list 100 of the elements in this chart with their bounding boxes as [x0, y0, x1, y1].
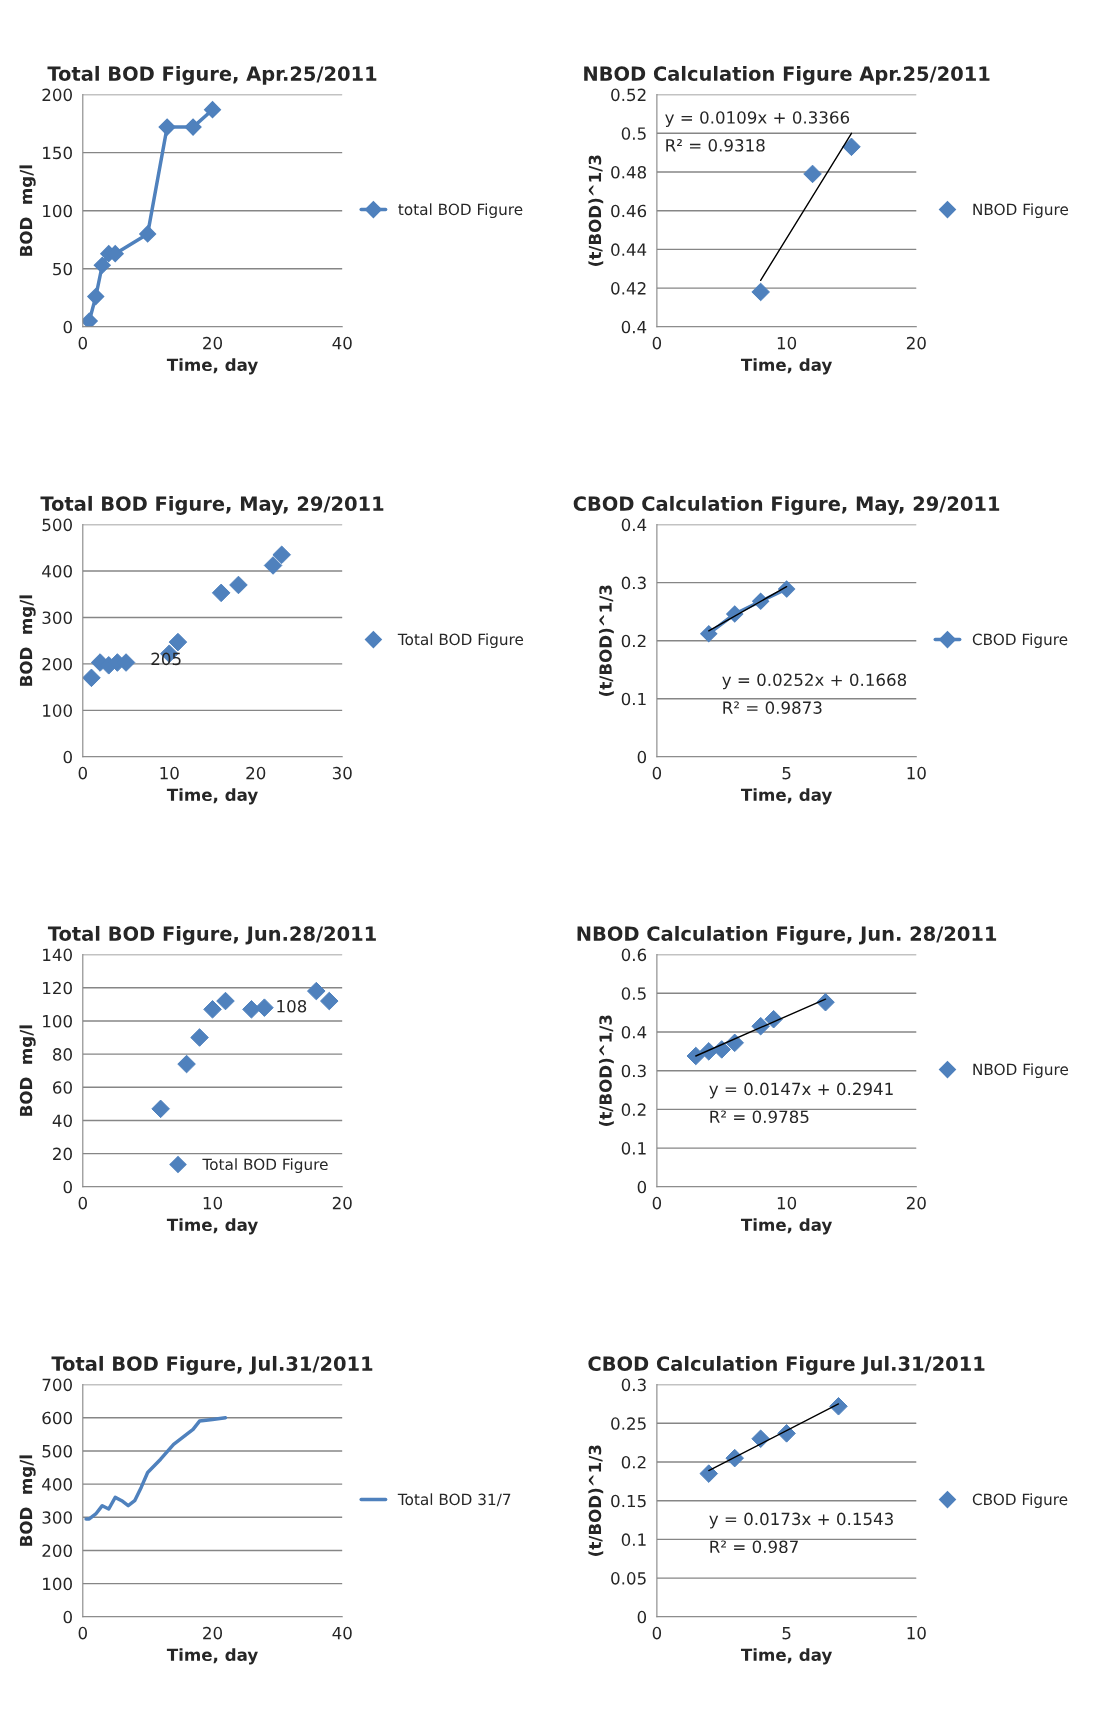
x-tick-label: 30 [332, 766, 352, 780]
x-tick-label: 10 [907, 1626, 926, 1640]
y-tick-label: 0.4 [621, 1025, 647, 1039]
annotation: y = 0.0252x + 0.1668 [722, 673, 907, 690]
y-tick-label: 200 [42, 657, 72, 671]
y-tick-label: 0 [63, 1180, 72, 1194]
y-tick-label: 100 [43, 204, 72, 218]
x-tick-label: 0 [652, 766, 662, 780]
x-axis-title: Time, day [740, 358, 832, 375]
line-series [84, 1416, 228, 1521]
point [177, 1054, 196, 1074]
x-tick-label: 10 [160, 766, 179, 780]
chart-title: CBOD Calculation Figure Jul.31/2011 [588, 1355, 985, 1375]
y-tick-label: 300 [42, 611, 72, 625]
x-tick-label: 10 [777, 1196, 797, 1210]
x-tick-label: 0 [78, 336, 87, 350]
annotation: R² = 0.9785 [710, 1110, 809, 1124]
point [82, 312, 98, 327]
y-tick-label: 500 [42, 518, 72, 532]
x-tick-label: 5 [782, 767, 791, 780]
legend-label: Total BOD 31/7 [397, 1493, 511, 1507]
y-tick-label: 0.2 [621, 1455, 646, 1469]
y-tick-label: 0.46 [611, 204, 647, 218]
point [184, 118, 202, 136]
x-axis-title: Time, day [740, 1218, 832, 1235]
y-tick-label: 0 [637, 1610, 647, 1624]
annotation: R² = 0.9873 [723, 701, 822, 714]
y-tick-label: 0 [63, 1610, 72, 1624]
x-tick-label: 20 [246, 766, 266, 780]
chart-title: Total BOD Figure, Apr.25/2011 [47, 65, 377, 85]
point [216, 991, 235, 1011]
y-axis-title: BOD mg/l [19, 1455, 36, 1546]
point [139, 225, 157, 243]
y-tick-label: 300 [42, 1511, 72, 1524]
y-tick-label: 0.4 [621, 320, 647, 334]
y-tick-label: 150 [43, 146, 72, 160]
data-label: 108 [277, 999, 307, 1013]
y-tick-label: 0.3 [621, 576, 646, 590]
y-tick-label: 0.2 [621, 634, 646, 648]
point [803, 164, 822, 184]
y-tick-label: 0.2 [621, 1103, 646, 1116]
y-axis-title: BOD mg/l [19, 165, 36, 256]
y-axis-title: (t/BOD)^1/3 [588, 1445, 604, 1556]
y-tick-label: 120 [43, 981, 72, 995]
x-tick-label: 20 [203, 1626, 223, 1640]
y-tick-label: 0.42 [611, 282, 646, 295]
annotation: y = 0.0109x + 0.3366 [665, 111, 850, 127]
y-tick-label: 400 [42, 565, 72, 578]
y-axis-title: (t/BOD)^1/3 [588, 155, 604, 266]
x-axis-title: Time, day [166, 1648, 258, 1665]
x-axis-title: Time, day [740, 1648, 832, 1665]
y-tick-label: 50 [53, 262, 72, 276]
y-tick-label: 80 [53, 1048, 72, 1061]
point [87, 288, 105, 306]
y-tick-label: 0.05 [611, 1572, 646, 1585]
y-tick-label: 0.5 [621, 987, 646, 1000]
x-axis-title: Time, day [166, 788, 258, 805]
y-tick-label: 0.1 [621, 1533, 646, 1546]
annotation: R² = 0.987 [710, 1540, 798, 1554]
legend-label: NBOD Figure [973, 203, 1069, 219]
point [93, 256, 111, 274]
x-tick-label: 20 [203, 336, 223, 350]
x-tick-label: 5 [782, 1627, 791, 1640]
y-axis-title: BOD mg/l [19, 595, 36, 686]
y-tick-label: 600 [42, 1411, 72, 1425]
y-tick-label: 0.25 [611, 1417, 646, 1430]
y-tick-label: 0 [63, 320, 72, 334]
x-axis-title: Time, day [740, 788, 832, 805]
y-tick-label: 700 [42, 1378, 72, 1392]
x-tick-label: 0 [78, 1626, 87, 1640]
x-tick-label: 20 [906, 336, 926, 350]
y-tick-label: 0.44 [611, 243, 647, 256]
y-tick-label: 0 [637, 1180, 647, 1194]
y-tick-label: 100 [43, 1014, 72, 1028]
chart-title: CBOD Calculation Figure, May, 29/2011 [573, 495, 1000, 515]
y-axis-title: BOD mg/l [19, 1025, 36, 1116]
y-tick-label: 200 [42, 1544, 72, 1558]
legend-label: CBOD Figure [972, 633, 1068, 649]
x-axis-title: Time, day [166, 1218, 258, 1235]
y-tick-label: 20 [53, 1147, 72, 1161]
y-tick-label: 0.3 [621, 1064, 646, 1078]
y-tick-label: 40 [52, 1114, 72, 1128]
y-tick-label: 100 [43, 1577, 72, 1591]
x-tick-label: 40 [332, 1626, 352, 1640]
x-tick-label: 10 [777, 336, 797, 350]
x-tick-label: 40 [332, 336, 352, 350]
annotation: y = 0.0173x + 0.1543 [709, 1512, 893, 1529]
y-tick-label: 0.4 [621, 518, 647, 532]
y-tick-label: 60 [53, 1081, 72, 1094]
point [700, 625, 718, 643]
x-axis-title: Time, day [166, 358, 258, 375]
point [778, 580, 796, 598]
annotation: y = 0.0147x + 0.2941 [709, 1082, 893, 1099]
y-tick-label: 500 [42, 1444, 72, 1458]
point [203, 101, 222, 119]
x-tick-label: 20 [332, 1196, 352, 1210]
x-tick-label: 0 [652, 1626, 662, 1640]
y-tick-label: 0.1 [621, 692, 646, 706]
annotation: R² = 0.9318 [666, 139, 765, 152]
x-tick-label: 0 [78, 1196, 87, 1210]
